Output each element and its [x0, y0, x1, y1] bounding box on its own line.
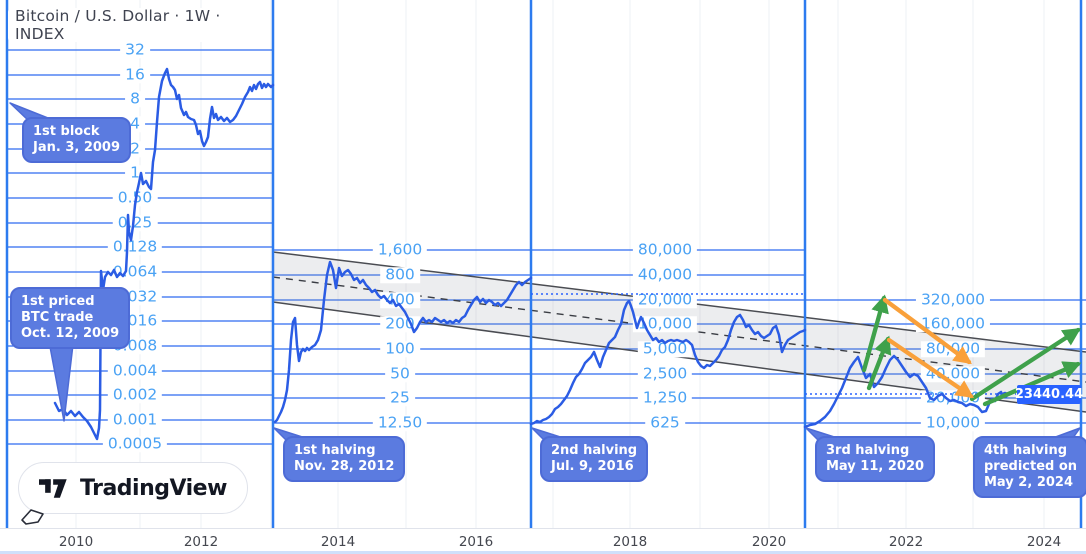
time-axis[interactable]: 2010 2012 2014 2016 2018 2020 2022 2024	[0, 528, 1086, 554]
price-level-label: 100	[380, 341, 420, 357]
callout-text: Nov. 28, 2012	[294, 458, 395, 474]
callout-third-halving[interactable]: 3rd halving May 11, 2020	[815, 436, 936, 482]
callout-text: Jul. 9, 2016	[551, 458, 634, 474]
callout-text: 3rd halving	[826, 443, 910, 458]
price-level-label: 0.50	[112, 190, 158, 206]
green-projection-arrow	[866, 335, 892, 391]
callout-text: BTC trade	[21, 309, 94, 325]
price-level-label: 0.064	[107, 264, 163, 280]
price-level-label: 400	[380, 292, 420, 308]
callout-second-halving[interactable]: 2nd halving Jul. 9, 2016	[540, 436, 649, 482]
symbol-title[interactable]: Bitcoin / U.S. Dollar · 1W · INDEX	[8, 7, 266, 43]
price-level-label: 80,000	[632, 242, 698, 258]
price-level-label: 800	[380, 267, 420, 283]
price-level-label: 320,000	[915, 292, 991, 308]
price-level-label: 0.0005	[102, 436, 168, 452]
callout-text: predicted on	[984, 458, 1078, 474]
price-level-label: 0.25	[112, 215, 158, 231]
price-level-label: 20,000	[920, 390, 986, 406]
price-level-label: 50	[385, 366, 415, 382]
eraser-cursor-icon	[21, 509, 44, 525]
callout-text: May 11, 2020	[826, 458, 925, 474]
x-axis-year-label: 2018	[612, 534, 648, 550]
price-level-label: 160,000	[915, 316, 991, 332]
price-level-label: 0.004	[107, 363, 163, 379]
price-level-label: 0.002	[107, 387, 163, 403]
price-level-label: 200	[380, 316, 420, 332]
callout-first-priced-trade[interactable]: 1st priced BTC trade Oct. 12, 2009	[10, 287, 131, 349]
last-price-label[interactable]: 23440.44	[1014, 385, 1084, 404]
price-level-label: 12.50	[372, 415, 428, 431]
last-price-value: 23440.44	[1014, 387, 1084, 402]
callout-tail	[47, 335, 75, 422]
x-axis-year-label: 2010	[58, 534, 94, 550]
price-level-label: 25	[385, 390, 415, 406]
price-level-label: 1,250	[637, 390, 693, 406]
price-level-label: 40,000	[920, 366, 986, 382]
price-level-label: 32	[120, 42, 150, 58]
x-axis-year-label: 2014	[320, 534, 356, 550]
callout-text: 4th halving	[984, 443, 1068, 458]
x-axis-year-label: 2016	[458, 534, 494, 550]
callout-text: May 2, 2024	[984, 474, 1074, 490]
callout-first-halving[interactable]: 1st halving Nov. 28, 2012	[283, 436, 406, 482]
green-projection-arrow	[861, 294, 889, 373]
price-level-label: 2,500	[637, 366, 693, 382]
tradingview-logo-text: TradingView	[80, 475, 227, 501]
price-level-label: 20,000	[632, 292, 698, 308]
price-level-label: 1,600	[372, 242, 428, 258]
tradingview-logo[interactable]: TradingView	[18, 462, 248, 514]
callout-text: Jan. 3, 2009	[33, 139, 121, 155]
last-price-dot	[1001, 391, 1009, 399]
price-level-label: 10,000	[632, 316, 698, 332]
price-level-label: 1	[125, 165, 145, 181]
symbol-title-text: Bitcoin / U.S. Dollar · 1W · INDEX	[15, 7, 221, 43]
callout-text: 1st block	[33, 124, 100, 139]
callout-text: 2nd halving	[551, 443, 638, 458]
price-level-label: 16	[120, 67, 150, 83]
price-level-label: 40,000	[632, 267, 698, 283]
callout-text: Oct. 12, 2009	[21, 325, 120, 341]
price-level-label: 80,000	[920, 341, 986, 357]
x-axis-year-label: 2022	[888, 534, 924, 550]
price-level-label: 0.128	[107, 239, 163, 255]
price-level-label: 5,000	[637, 341, 693, 357]
tradingview-logo-icon	[39, 478, 67, 498]
price-level-label: 10,000	[920, 415, 986, 431]
x-axis-year-label: 2024	[1026, 534, 1062, 550]
price-level-label: 625	[645, 415, 685, 431]
price-level-label: 0.001	[107, 412, 163, 428]
callout-fourth-halving[interactable]: 4th halving predicted on May 2, 2024	[973, 436, 1086, 498]
callout-text: 1st halving	[294, 443, 376, 458]
price-level-label: 8	[125, 91, 145, 107]
callout-first-block[interactable]: 1st block Jan. 3, 2009	[22, 117, 132, 163]
x-axis-year-label: 2012	[183, 534, 219, 550]
callout-text: 1st priced	[21, 294, 95, 309]
x-axis-year-label: 2020	[751, 534, 787, 550]
